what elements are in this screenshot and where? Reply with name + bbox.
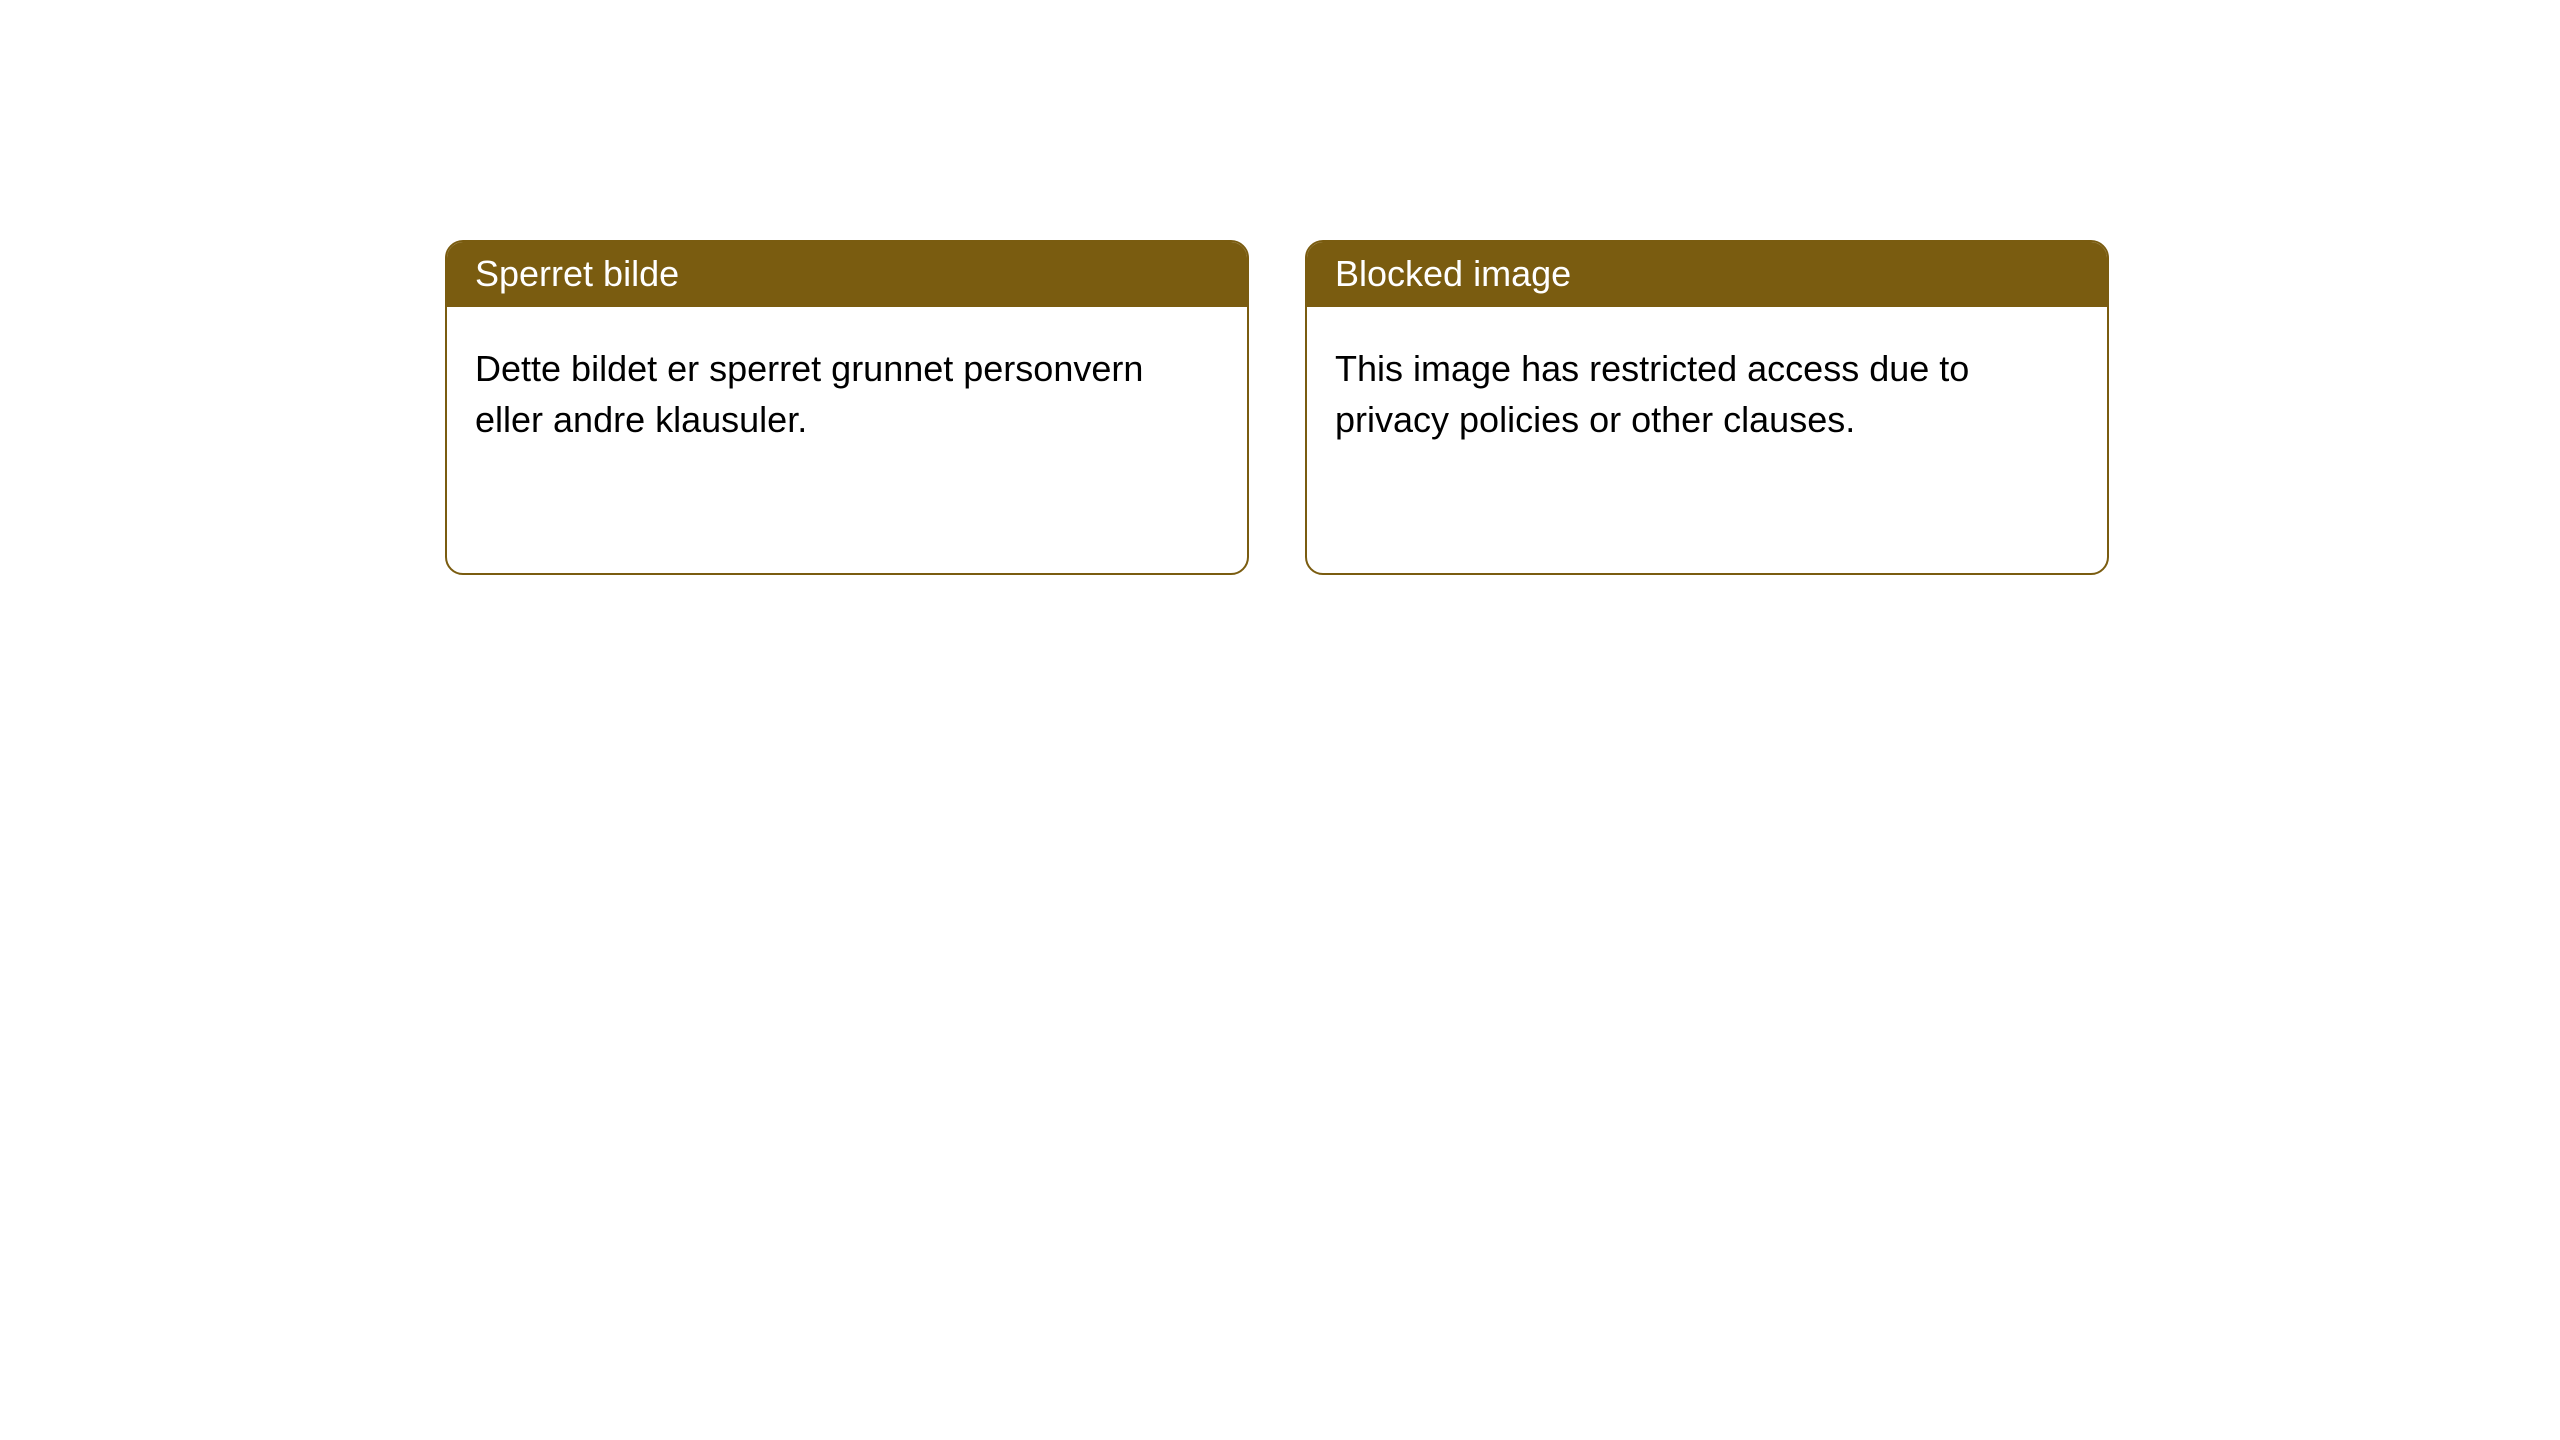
notice-body: Dette bildet er sperret grunnet personve…: [447, 307, 1247, 473]
notice-header: Blocked image: [1307, 242, 2107, 307]
notice-container: Sperret bilde Dette bildet er sperret gr…: [445, 240, 2109, 575]
notice-card-english: Blocked image This image has restricted …: [1305, 240, 2109, 575]
notice-card-norwegian: Sperret bilde Dette bildet er sperret gr…: [445, 240, 1249, 575]
notice-header: Sperret bilde: [447, 242, 1247, 307]
notice-body: This image has restricted access due to …: [1307, 307, 2107, 473]
